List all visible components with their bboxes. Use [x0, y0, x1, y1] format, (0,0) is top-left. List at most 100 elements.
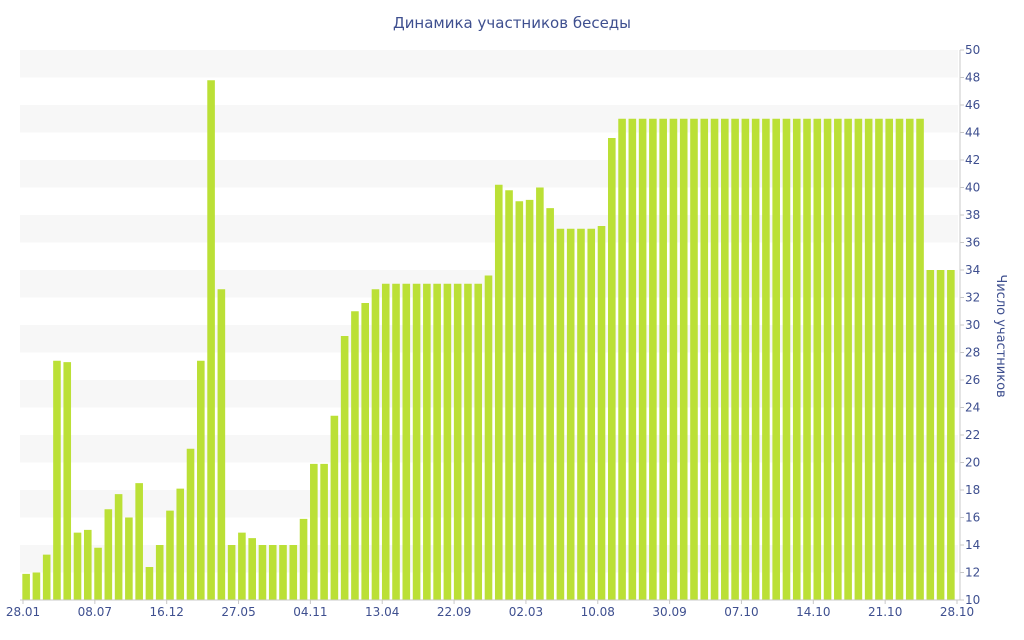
- bar[interactable]: [73, 532, 82, 601]
- bar[interactable]: [268, 545, 277, 600]
- bar[interactable]: [94, 547, 102, 600]
- bar[interactable]: [515, 201, 524, 600]
- bar[interactable]: [258, 545, 267, 600]
- bar[interactable]: [361, 303, 369, 600]
- bar[interactable]: [782, 118, 791, 600]
- bar[interactable]: [936, 270, 945, 600]
- bar[interactable]: [53, 360, 61, 600]
- bar[interactable]: [947, 270, 955, 600]
- bar[interactable]: [423, 283, 431, 600]
- bar[interactable]: [721, 118, 729, 600]
- bar[interactable]: [669, 118, 678, 600]
- bar[interactable]: [597, 226, 606, 600]
- bar[interactable]: [926, 270, 935, 600]
- bar[interactable]: [587, 228, 596, 600]
- bar[interactable]: [854, 118, 863, 600]
- bar[interactable]: [762, 118, 770, 600]
- bar[interactable]: [536, 187, 544, 601]
- bar[interactable]: [155, 545, 164, 600]
- bar[interactable]: [823, 118, 832, 600]
- bar[interactable]: [114, 494, 123, 601]
- bar[interactable]: [186, 448, 195, 600]
- bar[interactable]: [289, 545, 298, 600]
- bar-series: [22, 80, 955, 601]
- bar[interactable]: [556, 228, 565, 600]
- x-tick-label: 21.10: [868, 605, 902, 619]
- bar[interactable]: [207, 80, 215, 600]
- bar[interactable]: [813, 118, 822, 600]
- bar[interactable]: [844, 118, 852, 600]
- bar[interactable]: [731, 118, 739, 600]
- bar[interactable]: [484, 275, 493, 601]
- bar[interactable]: [505, 190, 513, 600]
- bar[interactable]: [864, 118, 873, 600]
- bar[interactable]: [443, 283, 452, 600]
- bar[interactable]: [464, 283, 472, 600]
- bar[interactable]: [792, 118, 801, 600]
- bar[interactable]: [772, 118, 780, 600]
- bar[interactable]: [700, 118, 709, 600]
- bar[interactable]: [299, 518, 308, 601]
- bar[interactable]: [83, 529, 92, 601]
- bar[interactable]: [125, 517, 133, 601]
- bar[interactable]: [166, 510, 174, 601]
- bar[interactable]: [135, 483, 143, 601]
- bar[interactable]: [546, 208, 554, 601]
- bar[interactable]: [741, 118, 750, 600]
- bar[interactable]: [412, 283, 421, 600]
- bar[interactable]: [875, 118, 883, 600]
- bar[interactable]: [279, 545, 287, 600]
- bar[interactable]: [145, 567, 154, 600]
- x-tick-label: 08.07: [78, 605, 112, 619]
- y-axis-label: Число участников: [993, 274, 1008, 397]
- bar[interactable]: [371, 289, 380, 600]
- bar[interactable]: [525, 199, 534, 601]
- bar[interactable]: [63, 362, 72, 601]
- bar[interactable]: [905, 118, 914, 600]
- bar[interactable]: [310, 463, 318, 601]
- bar[interactable]: [566, 228, 575, 600]
- bar[interactable]: [474, 283, 483, 600]
- bar[interactable]: [340, 336, 349, 600]
- bar[interactable]: [649, 118, 657, 600]
- bar[interactable]: [679, 118, 688, 600]
- bar[interactable]: [104, 509, 113, 600]
- bar[interactable]: [628, 118, 637, 600]
- bar[interactable]: [453, 283, 462, 600]
- bar[interactable]: [330, 415, 339, 600]
- bar[interactable]: [320, 463, 328, 601]
- bar[interactable]: [885, 118, 894, 600]
- bar[interactable]: [494, 184, 503, 600]
- bar[interactable]: [916, 118, 924, 600]
- bar[interactable]: [690, 118, 698, 600]
- bar[interactable]: [659, 118, 667, 600]
- bar[interactable]: [197, 360, 205, 600]
- bar[interactable]: [608, 138, 616, 600]
- bar[interactable]: [227, 545, 236, 600]
- bar[interactable]: [176, 488, 185, 601]
- grid-band: [20, 215, 958, 243]
- bar[interactable]: [392, 283, 400, 600]
- bar[interactable]: [577, 228, 585, 600]
- bar[interactable]: [402, 283, 411, 600]
- y-tick-label: 44: [965, 126, 980, 140]
- bar[interactable]: [238, 532, 246, 601]
- bar[interactable]: [351, 311, 359, 600]
- bar[interactable]: [618, 118, 626, 600]
- bar[interactable]: [42, 554, 51, 601]
- y-tick-label: 16: [965, 511, 980, 525]
- bar[interactable]: [803, 118, 811, 600]
- bar[interactable]: [751, 118, 760, 600]
- bar[interactable]: [217, 289, 226, 600]
- bar[interactable]: [22, 573, 30, 601]
- bar[interactable]: [638, 118, 647, 600]
- y-axis-ticks: 10 12 14 16 18 20 22 24 26 28 30 32 34 36 38 40 42 44 46 48…: [959, 43, 980, 607]
- bar[interactable]: [834, 118, 842, 600]
- bar[interactable]: [710, 118, 719, 600]
- bar[interactable]: [381, 283, 390, 600]
- bar[interactable]: [433, 283, 441, 600]
- bar[interactable]: [895, 118, 904, 600]
- bar[interactable]: [32, 572, 41, 601]
- bar[interactable]: [248, 538, 256, 601]
